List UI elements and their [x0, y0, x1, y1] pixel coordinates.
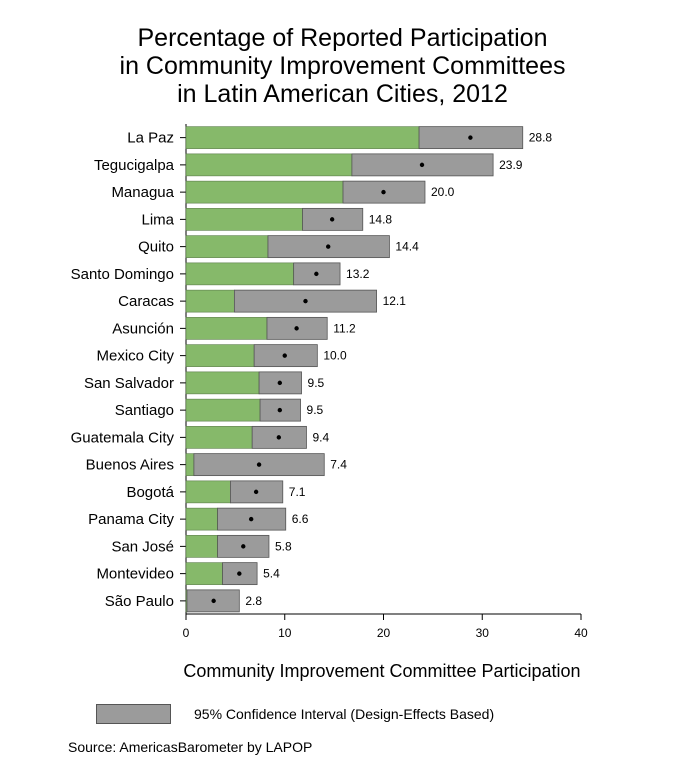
point-estimate: [277, 380, 283, 386]
source-note: Source: AmericasBarometer by LAPOP: [68, 739, 313, 755]
bar: [185, 371, 260, 395]
bar: [185, 453, 195, 476]
category-label: São Paulo: [105, 593, 174, 610]
category-label: Tegucigalpa: [94, 157, 175, 174]
point-estimate: [237, 571, 242, 576]
category-label: Lima: [141, 211, 174, 228]
category-label: Caracas: [118, 293, 174, 310]
data-label: 7.1: [289, 485, 306, 499]
data-label: 6.6: [292, 512, 309, 526]
category-label: Santo Domingo: [71, 266, 174, 283]
category-label: Bogotá: [126, 484, 174, 501]
point-estimate: [326, 244, 331, 249]
point-estimate: [277, 407, 283, 413]
x-axis-label: Community Improvement Committee Particip…: [183, 661, 580, 681]
category-label: Panama City: [88, 511, 174, 528]
point-estimate: [276, 435, 282, 440]
bar: [185, 153, 353, 177]
x-tick-label: 30: [476, 626, 490, 640]
data-label: 9.5: [307, 403, 324, 417]
legend-ci-label: 95% Confidence Interval (Design-Effects …: [194, 706, 495, 722]
chart-title-line-3: in Latin American Cities, 2012: [177, 80, 508, 108]
data-label: 7.4: [330, 458, 347, 472]
bar: [185, 262, 294, 286]
data-label: 20.0: [431, 185, 455, 199]
bar: [185, 507, 218, 531]
data-label: 10.0: [323, 349, 347, 363]
x-tick-label: 0: [183, 626, 190, 640]
data-label: 28.8: [529, 131, 553, 145]
category-label: Buenos Aires: [86, 457, 174, 474]
data-label: 14.8: [369, 212, 393, 226]
category-label: San Salvador: [84, 375, 174, 392]
bar: [185, 208, 303, 231]
chart-rows: La Paz 28.8 Tegucigalpa 23.9 Managua 20.0 Lima…: [71, 126, 553, 613]
data-label: 11.2: [333, 321, 356, 335]
category-label: Managua: [111, 184, 174, 201]
chart-title: Percentage of Reported Participation in …: [0, 24, 685, 108]
point-estimate: [468, 135, 473, 140]
category-label: San José: [111, 538, 174, 555]
data-label: 13.2: [346, 267, 370, 281]
category-label: Asunción: [112, 320, 174, 337]
category-label: Quito: [138, 239, 174, 256]
data-label: 12.1: [383, 294, 407, 308]
x-tick-label: 40: [574, 626, 588, 640]
point-estimate: [211, 598, 216, 604]
data-label: 23.9: [499, 158, 523, 172]
point-estimate: [256, 462, 262, 467]
chart-axes: 0 10 20 30 40: [183, 124, 588, 640]
bar: [185, 235, 269, 258]
point-estimate: [303, 298, 308, 304]
bar: [185, 398, 261, 422]
legend-ci-swatch: [96, 704, 171, 724]
bar: [185, 180, 344, 204]
data-label: 5.8: [275, 539, 292, 553]
data-label: 14.4: [395, 240, 419, 254]
point-estimate: [329, 217, 335, 222]
category-label: Guatemala City: [71, 429, 175, 446]
point-estimate: [294, 326, 299, 331]
data-label: 5.4: [263, 567, 280, 581]
point-estimate: [381, 189, 386, 195]
bar: [185, 426, 253, 449]
category-label: La Paz: [127, 130, 174, 147]
chart-title-line-1: Percentage of Reported Participation: [137, 24, 548, 52]
bar: [185, 535, 218, 558]
bar: [185, 289, 235, 313]
bar: [185, 317, 268, 340]
data-label: 9.5: [308, 376, 325, 390]
x-tick-label: 10: [278, 626, 292, 640]
bar: [185, 480, 231, 504]
chart-title-line-2: in Community Improvement Committees: [119, 52, 566, 80]
legend: 95% Confidence Interval (Design-Effects …: [96, 704, 494, 724]
point-estimate: [241, 544, 246, 549]
category-label: Montevideo: [96, 566, 174, 583]
bar: [185, 344, 255, 367]
category-label: Mexico City: [96, 348, 174, 365]
data-label: 2.8: [245, 594, 262, 608]
bar: [185, 562, 223, 585]
data-label: 9.4: [312, 430, 329, 444]
bar: [185, 126, 420, 149]
point-estimate: [282, 353, 287, 358]
x-tick-label: 20: [377, 626, 391, 640]
point-estimate: [253, 489, 259, 495]
point-estimate: [248, 516, 254, 522]
category-label: Santiago: [115, 402, 174, 419]
point-estimate: [419, 162, 425, 168]
point-estimate: [314, 271, 319, 277]
